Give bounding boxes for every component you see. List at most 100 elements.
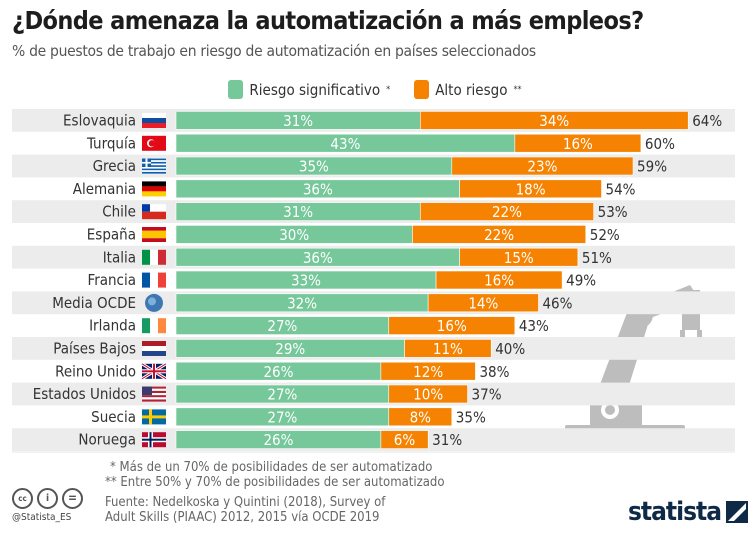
legend: Riesgo significativo * Alto riesgo ** <box>0 80 750 99</box>
data-label: 16% <box>437 317 467 335</box>
bar-row: Suecia 27% 8% 35% <box>91 407 486 426</box>
flag-part <box>148 140 156 147</box>
flag-part <box>142 161 166 164</box>
flag-stripe <box>150 249 158 265</box>
footnote-2: ** Entre 50% y 70% de posibilidades de s… <box>105 475 445 490</box>
flag-part <box>142 388 166 391</box>
legend-swatch <box>228 80 244 99</box>
total-label: 53% <box>598 203 628 221</box>
bar-row: Reino Unido 26% 12% 38% <box>55 361 510 381</box>
statista-logo-icon <box>725 501 748 523</box>
flag-stripe <box>158 318 166 334</box>
data-label: 10% <box>413 386 443 404</box>
bar-alto-riesgo <box>419 111 689 130</box>
category-label: Suecia <box>91 408 136 426</box>
bar-alto-riesgo <box>435 270 563 290</box>
bar-alto-riesgo <box>412 225 587 244</box>
data-label: 43% <box>330 135 360 153</box>
total-label: 59% <box>637 158 667 176</box>
data-label: 26% <box>263 363 293 381</box>
total-label: 35% <box>456 408 486 426</box>
flag-stripe <box>150 272 158 288</box>
flag-stripe <box>142 341 166 346</box>
flag-part <box>142 163 166 166</box>
data-label: 31% <box>283 112 313 130</box>
flag-part <box>142 393 166 396</box>
source-line-2: Adult Skills (PIAAC) 2012, 2015 vía OCDE… <box>105 510 380 525</box>
flag-part <box>142 166 166 169</box>
attribution-icon: i <box>37 488 58 509</box>
flag-part <box>142 170 166 172</box>
data-label: 11% <box>433 340 463 358</box>
flag-icon-suecia <box>142 409 166 425</box>
legend-marker: ** <box>513 84 522 95</box>
flag-stripe <box>142 181 166 187</box>
bar-alto-riesgo <box>459 247 579 267</box>
total-label: 40% <box>495 340 525 358</box>
flag-icon-españa <box>142 227 166 242</box>
legend-swatch <box>414 80 430 99</box>
data-label: 29% <box>275 340 305 358</box>
bar-alto-riesgo <box>388 384 468 404</box>
legend-label: Riesgo significativo <box>249 80 381 99</box>
data-label: 14% <box>468 294 498 312</box>
flag-part <box>142 171 166 174</box>
flag-stripe <box>142 249 150 265</box>
statista-logo[interactable]: statista <box>628 497 748 527</box>
statista-handle[interactable]: @Statista_ES <box>12 512 72 523</box>
flag-icon-noruega <box>142 432 166 448</box>
category-label: Media OCDE <box>52 294 136 312</box>
bar-alto-riesgo <box>388 316 516 335</box>
flag-stripe <box>142 238 166 242</box>
bar-alto-riesgo <box>380 430 429 449</box>
total-label: 46% <box>542 294 572 312</box>
flag-part <box>142 370 166 373</box>
category-label: Estados Unidos <box>33 385 136 403</box>
data-label: 30% <box>279 226 309 244</box>
data-label: 6% <box>394 431 416 449</box>
bar-row: Media OCDE 32% 14% 46% <box>12 291 735 315</box>
flag-icon-media-ocde <box>145 293 163 312</box>
legend-label: Alto riesgo <box>435 80 508 99</box>
data-label: 27% <box>267 317 297 335</box>
total-label: 43% <box>519 317 549 335</box>
flag-icon-turquía <box>142 135 166 151</box>
data-label: 23% <box>527 158 557 176</box>
category-label: España <box>87 226 136 244</box>
flag-part <box>142 395 166 398</box>
flag-part <box>142 158 166 161</box>
flag-part <box>142 390 166 394</box>
data-label: 32% <box>287 294 317 312</box>
flag-part <box>142 211 166 220</box>
flag-icon-grecia <box>142 158 166 174</box>
data-label: 16% <box>484 272 514 290</box>
bar-row: Eslovaquia 31% 34% 64% <box>12 109 735 132</box>
no-derivatives-icon: = <box>62 488 83 509</box>
flag-icon-irlanda <box>142 318 166 334</box>
total-label: 31% <box>432 431 462 449</box>
bar-row: Grecia 35% 23% 59% <box>12 154 735 178</box>
cc-license-icons[interactable]: cc i = <box>12 488 83 509</box>
legend-item-alto: Alto riesgo ** <box>414 80 522 99</box>
category-label: Reino Unido <box>55 362 136 380</box>
flag-icon-países-bajos <box>142 341 166 356</box>
bar-alto-riesgo <box>380 361 476 381</box>
data-label: 27% <box>267 408 297 426</box>
chart-subtitle: % de puestos de trabajo en riesgo de aut… <box>12 42 536 60</box>
category-label: Turquía <box>86 134 136 152</box>
source-line-1: Fuente: Nedelkoska y Quintini (2018), Su… <box>105 495 386 510</box>
flag-stripe <box>142 191 166 197</box>
flag-stripe <box>142 346 166 351</box>
bar-alto-riesgo <box>514 133 642 153</box>
bar-row: Francia 33% 16% 49% <box>88 270 596 290</box>
total-label: 49% <box>566 272 596 290</box>
flag-part <box>142 415 166 419</box>
flag-part <box>142 168 166 171</box>
flag-part <box>142 386 152 396</box>
flag-icon-alemania <box>142 181 166 197</box>
flag-stripe <box>142 272 150 288</box>
bar-alto-riesgo <box>459 179 602 199</box>
flag-stripe <box>150 318 158 334</box>
